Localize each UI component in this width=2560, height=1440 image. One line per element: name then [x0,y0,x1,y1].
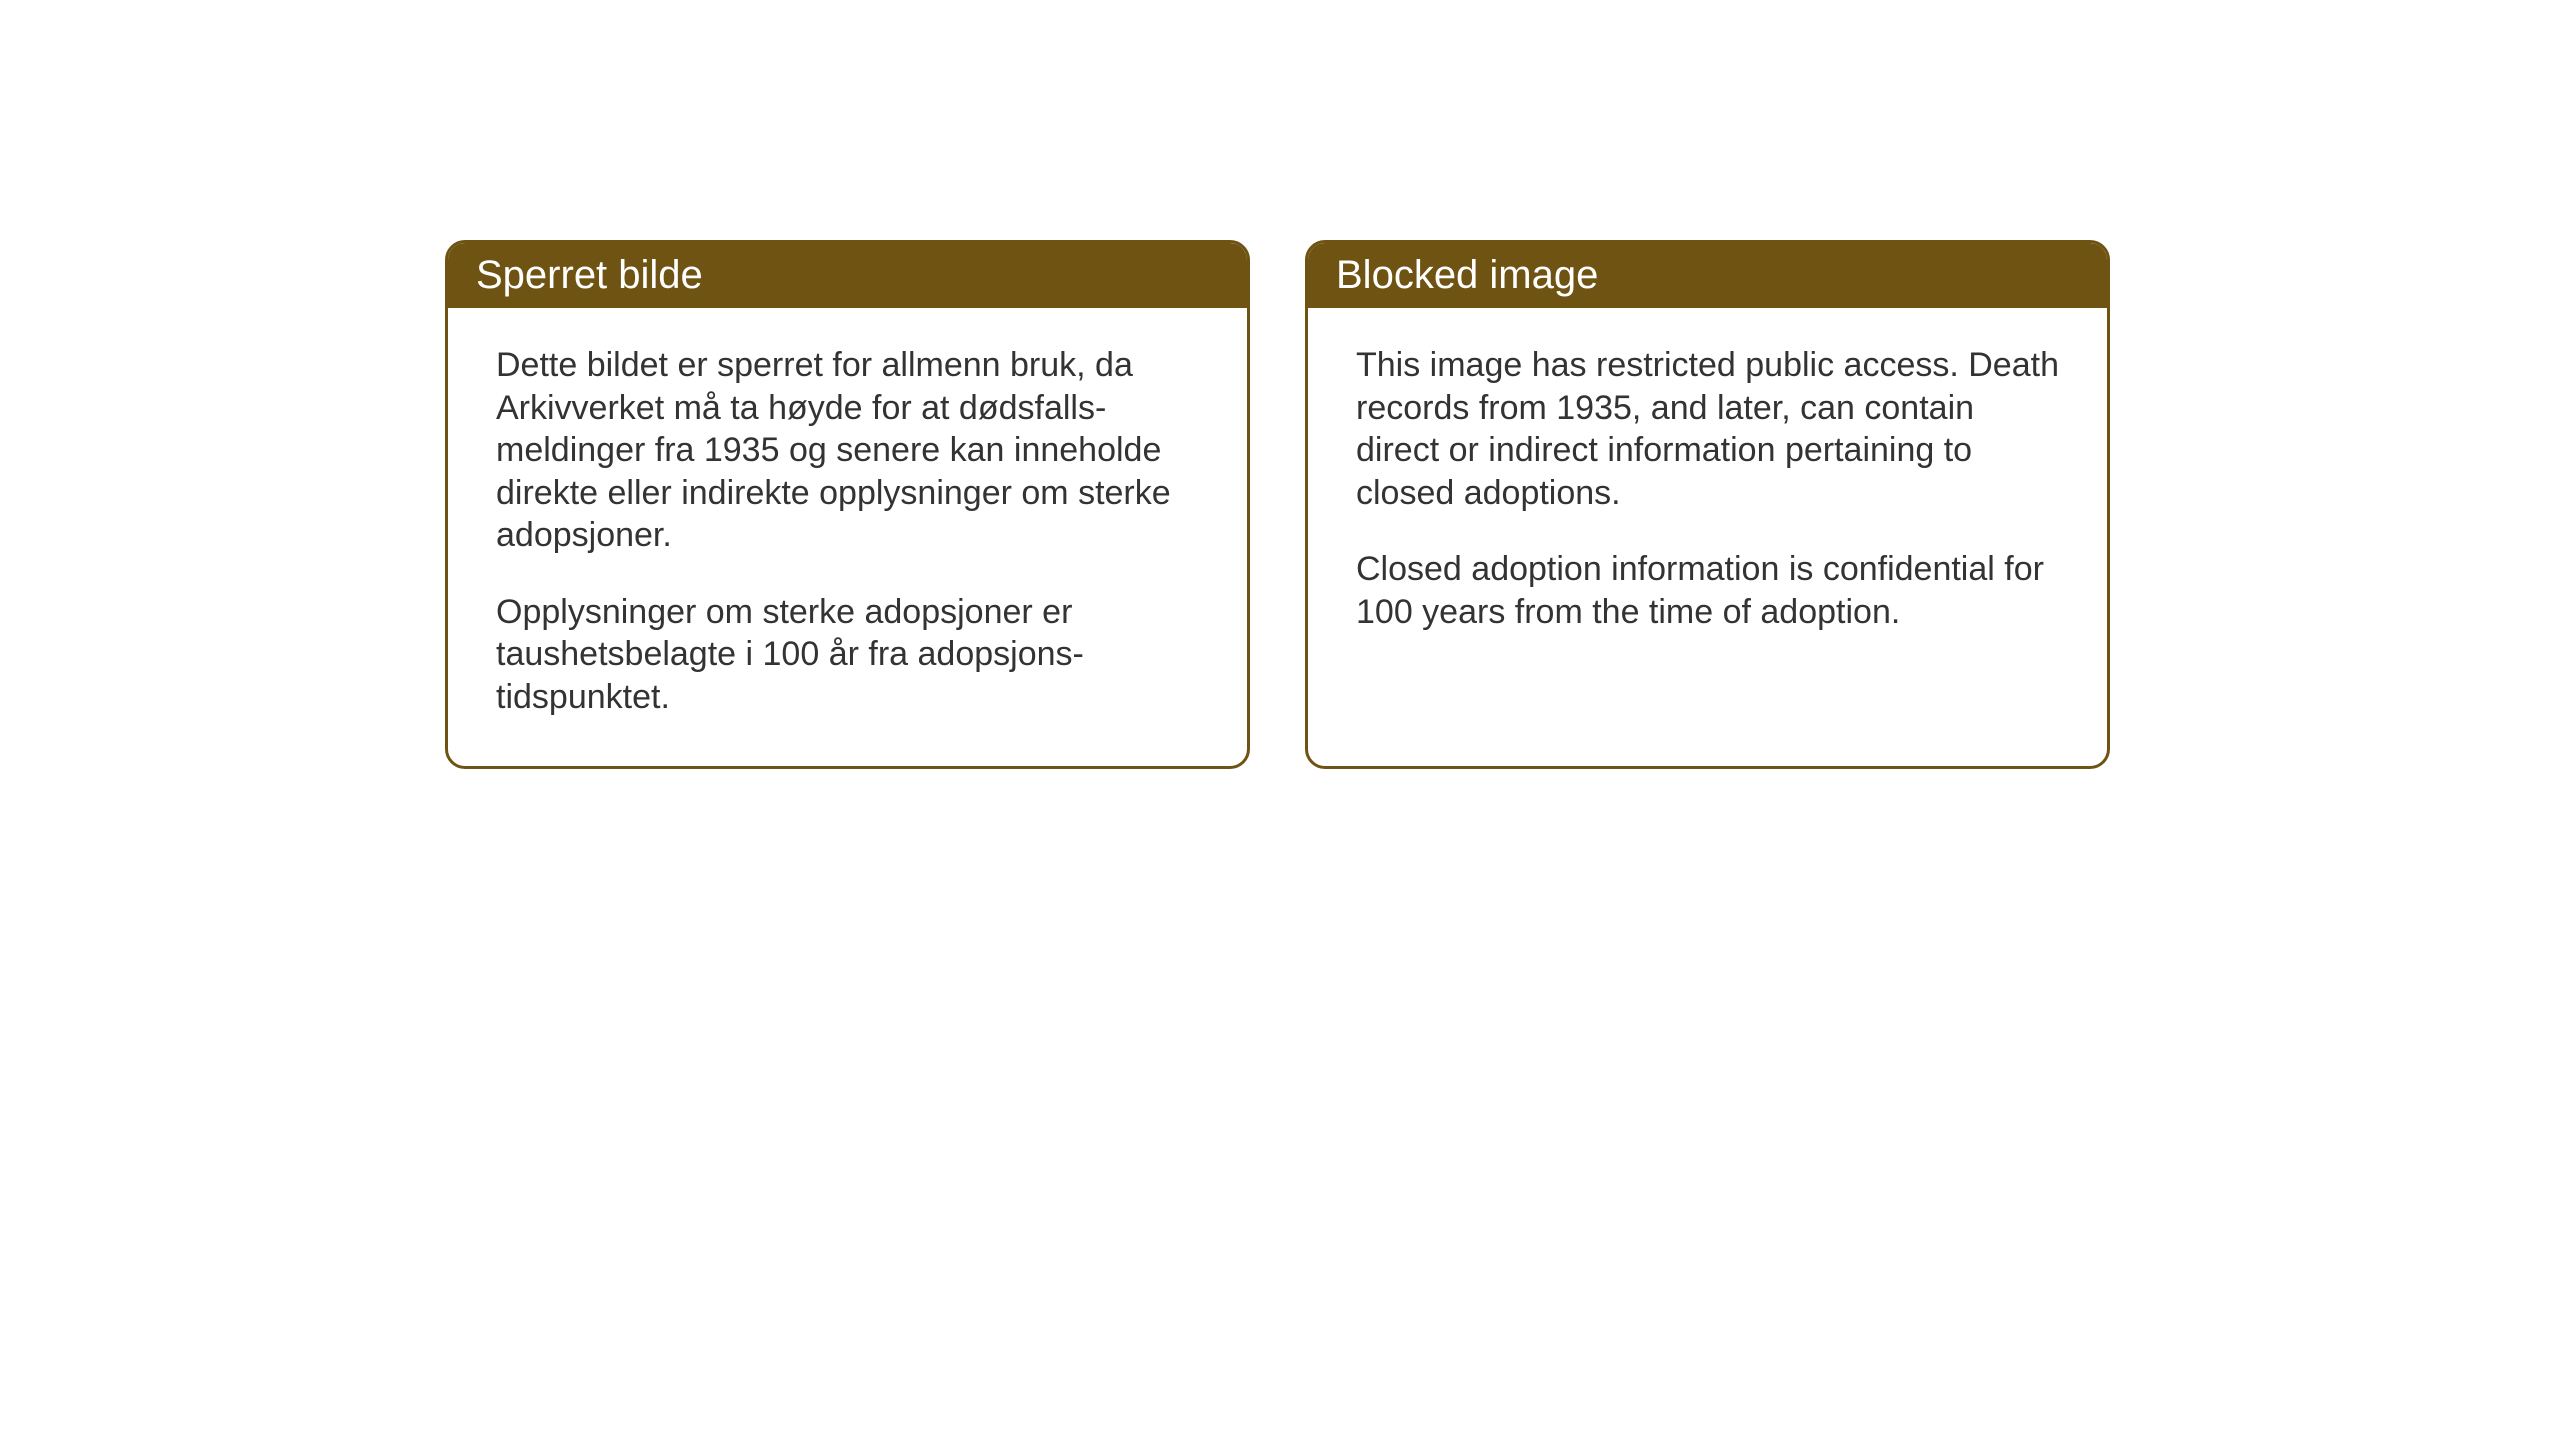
notice-title-english: Blocked image [1336,253,1598,297]
notice-box-norwegian: Sperret bilde Dette bildet er sperret fo… [445,240,1250,769]
notice-paragraph-2-english: Closed adoption information is confident… [1356,548,2059,633]
notice-paragraph-2-norwegian: Opplysninger om sterke adopsjoner er tau… [496,591,1199,719]
notice-header-english: Blocked image [1308,243,2107,308]
notice-paragraph-1-english: This image has restricted public access.… [1356,344,2059,514]
notice-paragraph-1-norwegian: Dette bildet er sperret for allmenn bruk… [496,344,1199,557]
notice-body-english: This image has restricted public access.… [1308,308,2107,681]
notice-title-norwegian: Sperret bilde [476,253,703,297]
notice-body-norwegian: Dette bildet er sperret for allmenn bruk… [448,308,1247,766]
notice-header-norwegian: Sperret bilde [448,243,1247,308]
notice-box-english: Blocked image This image has restricted … [1305,240,2110,769]
notice-container: Sperret bilde Dette bildet er sperret fo… [445,240,2110,769]
